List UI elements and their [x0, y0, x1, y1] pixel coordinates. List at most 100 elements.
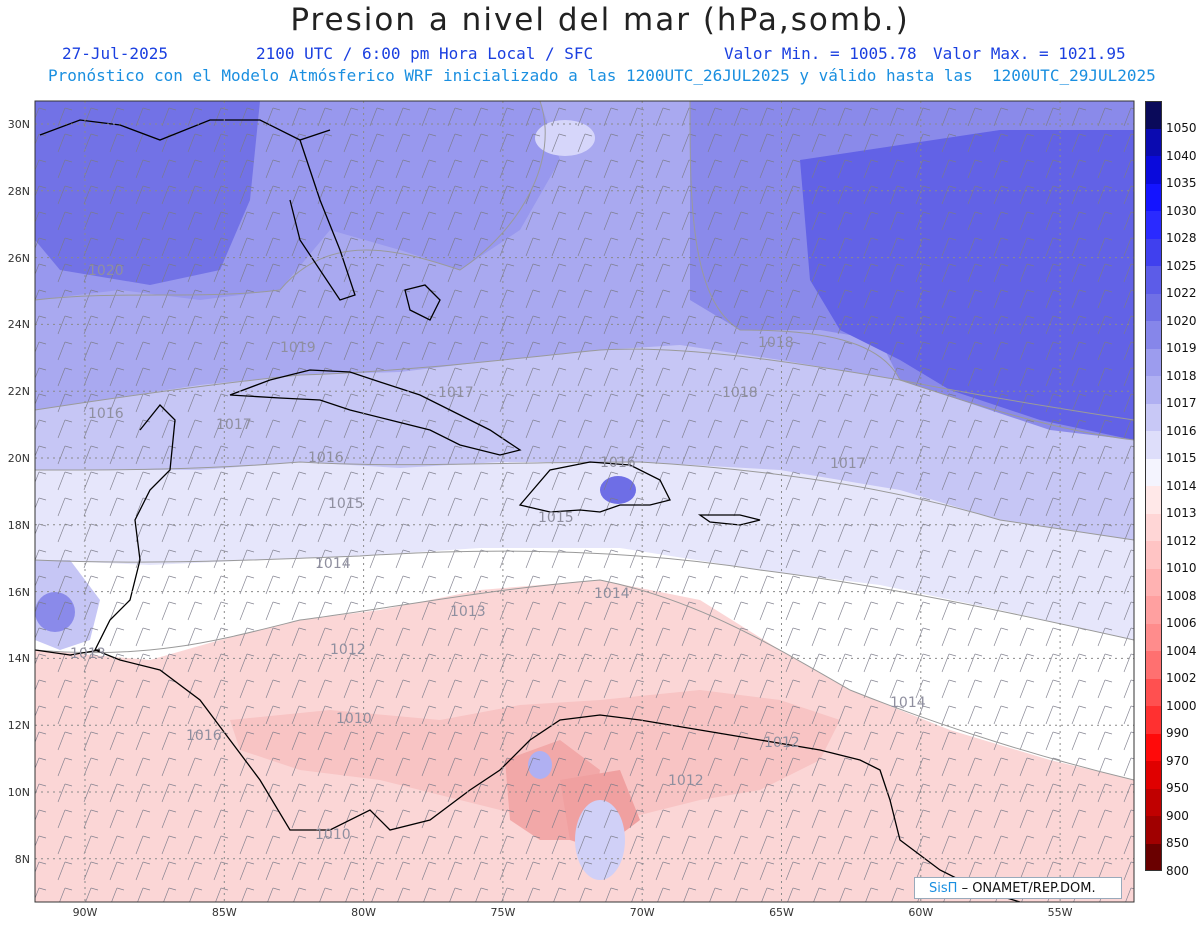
lon-label: 70W: [629, 906, 655, 919]
colorbar-swatch: [1145, 651, 1162, 679]
max-value-label: Valor Max. = 1021.95: [933, 44, 1126, 63]
colorbar-label: 1028: [1166, 231, 1197, 245]
colorbar-label: 1017: [1166, 396, 1197, 410]
lat-label: 28N: [7, 184, 30, 198]
colorbar-label: 1020: [1166, 313, 1197, 328]
contour-label: 1013: [70, 646, 106, 662]
contour-label: 1016: [88, 406, 124, 422]
lat-label: 16N: [7, 585, 30, 599]
lat-label: 24N: [7, 318, 30, 332]
colorbar-swatch: [1145, 211, 1162, 239]
contour-label: 1017: [438, 385, 474, 401]
colorbar-swatch: [1145, 458, 1162, 486]
lat-label: 8N: [14, 852, 30, 866]
credit-box: SisΠ – ONAMET/REP.DOM.: [914, 877, 1122, 899]
colorbar-label: 970: [1166, 753, 1189, 768]
colorbar-swatch: [1145, 128, 1162, 156]
contour-label: 1014: [890, 695, 926, 711]
colorbar-swatch: [1145, 568, 1162, 596]
colorbar-swatch: [1145, 733, 1162, 761]
colorbar-swatch: [1145, 156, 1162, 184]
colorbar-swatch: [1145, 321, 1162, 349]
colorbar-swatch: [1145, 238, 1162, 266]
colorbar-label: 1013: [1166, 506, 1197, 520]
colorbar-label: 1019: [1166, 341, 1197, 355]
contour-label: 1018: [722, 385, 758, 401]
colorbar-swatch: [1145, 431, 1162, 459]
colorbar-swatch: [1145, 513, 1162, 541]
colorbar-swatch: [1145, 706, 1162, 734]
lon-label: 55W: [1047, 906, 1073, 919]
lat-label: 14N: [7, 652, 30, 666]
lat-label: 10N: [7, 786, 30, 799]
colorbar-frame: [1145, 101, 1162, 871]
contour-label: 1013: [450, 604, 486, 620]
lat-label: 22N: [7, 385, 30, 399]
colorbar-swatch: [1145, 348, 1162, 376]
colorbar-swatch: [1145, 788, 1162, 816]
contour-label: 1015: [538, 510, 574, 526]
colorbar-swatch: [1145, 376, 1162, 404]
map-fields: 1020 1019 1018 1018 1017 1017 1016 1016 1016 1015…: [35, 101, 1134, 902]
colorbar-swatch: [1145, 403, 1162, 431]
contour-label: 1012: [330, 642, 366, 658]
lat-label: 20N: [7, 452, 30, 465]
colorbar-swatch: [1145, 816, 1162, 844]
colorbar-label: 1006: [1166, 616, 1197, 630]
colorbar-label: 1035: [1166, 176, 1197, 190]
colorbar-label: 1025: [1166, 258, 1197, 273]
valid-time-label: 2100 UTC / 6:00 pm Hora Local / SFC: [256, 44, 594, 63]
colorbar-label: 1050: [1166, 121, 1197, 135]
colorbar-swatch: [1145, 266, 1162, 294]
contour-label: 1016: [186, 728, 222, 744]
colorbar-swatch: [1145, 761, 1162, 789]
lat-label: 12N: [7, 719, 30, 733]
contour-label: 1012: [668, 773, 704, 789]
colorbar-label: 1016: [1166, 423, 1197, 438]
colorbar-swatch: [1145, 101, 1162, 129]
date-label: 27-Jul-2025: [62, 44, 168, 63]
colorbar-swatch: [1145, 486, 1162, 514]
brand-logo: SisΠ: [929, 881, 958, 896]
lon-label: 75W: [490, 906, 516, 919]
colorbar-label: 1008: [1166, 588, 1197, 603]
colorbar-label: 1018: [1166, 368, 1197, 383]
contour-label: 1010: [336, 711, 372, 727]
colorbar-label: 850: [1166, 836, 1189, 850]
map-title: Presion a nivel del mar (hPa,somb.): [290, 2, 910, 38]
lon-label: 60W: [908, 906, 934, 919]
contour-label: 1010: [315, 827, 351, 843]
colorbar-swatch: [1145, 596, 1162, 624]
colorbar-label: 1012: [1166, 533, 1197, 548]
contour-label: 1014: [594, 586, 630, 602]
contour-label: 1014: [315, 556, 351, 572]
lon-label: 80W: [351, 906, 377, 919]
lon-label: 85W: [211, 906, 237, 919]
colorbar-swatch: [1145, 843, 1162, 871]
lon-label: 65W: [769, 906, 794, 919]
colorbar-swatch: [1145, 183, 1162, 211]
colorbar-label: 1004: [1166, 643, 1197, 658]
lon-label: 90W: [72, 906, 98, 919]
contour-label: 1016: [308, 450, 344, 466]
min-value-label: Valor Min. = 1005.78: [724, 44, 917, 63]
colorbar-swatch: [1145, 623, 1162, 651]
colorbar-swatch: [1145, 541, 1162, 569]
lat-label: 26N: [7, 251, 30, 265]
forecast-info: Pronóstico con el Modelo Atmósferico WRF…: [48, 66, 1156, 85]
contour-label: 1020: [88, 263, 124, 279]
colorbar-label: 990: [1166, 726, 1189, 740]
credit-text: – ONAMET/REP.DOM.: [961, 881, 1096, 896]
lat-label: 30N: [7, 118, 30, 131]
contour-label: 1017: [830, 456, 866, 472]
contour-label: 1019: [280, 340, 316, 356]
map-frame: [34, 100, 1135, 903]
contour-label: 1018: [758, 335, 794, 351]
colorbar-swatch: [1145, 293, 1162, 321]
lat-label: 18N: [7, 518, 30, 532]
contour-label: 1017: [216, 417, 252, 433]
contour-label: 1015: [328, 496, 364, 512]
colorbar-label: 950: [1166, 781, 1189, 795]
colorbar-swatch: [1145, 678, 1162, 706]
contour-label: 1016: [600, 455, 636, 471]
